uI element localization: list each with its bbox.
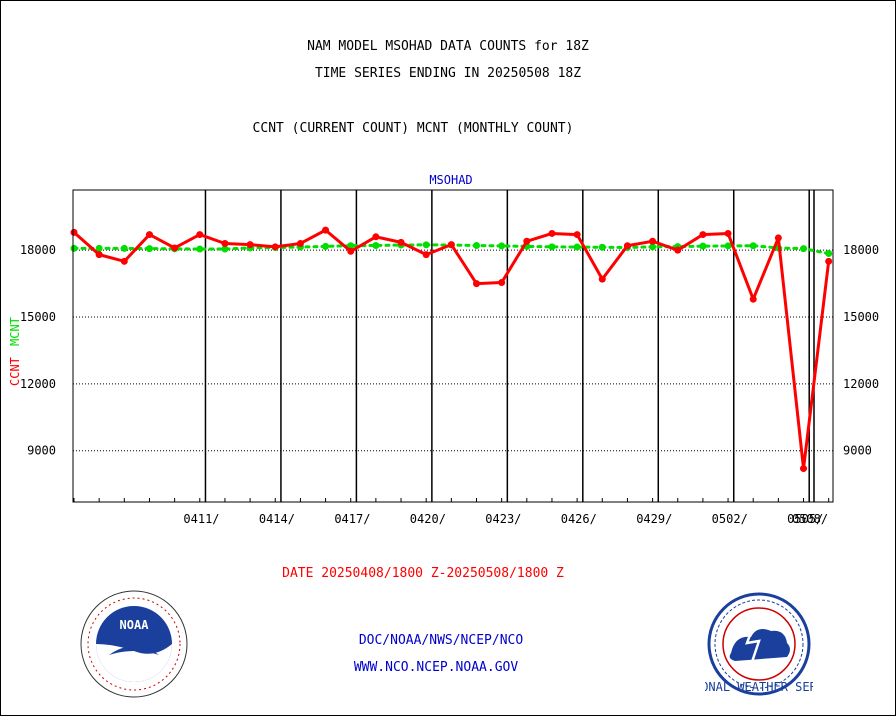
data-point-ccnt [296, 239, 304, 247]
y-tick-label-right: 9000 [843, 444, 872, 458]
plot-label: MSOHAD [429, 173, 472, 187]
data-point-ccnt [70, 228, 78, 236]
x-tick-label: 0417/ [334, 512, 370, 526]
data-point-ccnt [724, 229, 732, 237]
data-point-ccnt [397, 238, 405, 246]
chart-title-line-2: TIME SERIES ENDING IN 20250508 18Z [314, 66, 582, 81]
data-point-ccnt [523, 237, 531, 245]
data-point-mcnt [145, 245, 153, 253]
series-line-ccnt [73, 228, 831, 471]
chart-title-line-1: NAM MODEL MSOHAD DATA COUNTS for 18Z [307, 39, 589, 54]
data-point-mcnt [196, 245, 204, 253]
x-tick-label: 0429/ [636, 512, 672, 526]
data-point-ccnt [347, 247, 355, 255]
y-tick-label-right: 15000 [843, 310, 879, 324]
data-point-ccnt [422, 251, 430, 259]
data-point-ccnt [825, 257, 833, 265]
data-point-ccnt [246, 241, 254, 249]
data-point-mcnt [573, 243, 581, 251]
data-point-ccnt [749, 295, 757, 303]
nws-logo: NATIONAL WEATHER SERVICE [705, 592, 813, 696]
data-point-ccnt [699, 231, 707, 239]
data-point-mcnt [825, 250, 833, 258]
plot-border [72, 189, 834, 503]
data-point-ccnt [145, 231, 153, 239]
data-point-ccnt [447, 241, 455, 249]
data-point-ccnt [498, 278, 506, 286]
data-point-mcnt [699, 242, 707, 250]
y-axis-label-mcnt: MCNT [8, 317, 22, 346]
y-tick-label-left: 12000 [20, 377, 56, 391]
data-point-ccnt [221, 239, 229, 247]
nws-logo-text: NATIONAL WEATHER SERVICE [705, 680, 813, 694]
data-point-mcnt [649, 243, 657, 251]
data-point-ccnt [674, 246, 682, 254]
data-point-mcnt [120, 244, 128, 252]
x-tick-label: 0502/ [712, 512, 748, 526]
data-point-mcnt [800, 245, 808, 253]
data-point-mcnt [422, 241, 430, 249]
y-tick-label-left: 15000 [20, 310, 56, 324]
x-tick-label: 0508/ [792, 512, 828, 526]
noaa-logo: NOAA [80, 590, 188, 698]
data-point-mcnt [498, 242, 506, 250]
data-point-mcnt [724, 242, 732, 250]
data-point-ccnt [95, 251, 103, 259]
data-point-ccnt [472, 280, 480, 288]
data-point-mcnt [749, 242, 757, 250]
date-range-label: DATE 20250408/1800 Z-20250508/1800 Z [282, 566, 564, 581]
data-point-ccnt [800, 465, 808, 473]
footer-org-line: DOC/NOAA/NWS/NCEP/NCO [358, 633, 524, 648]
x-tick-label: 0420/ [410, 512, 446, 526]
footer-url-line: WWW.NCO.NCEP.NOAA.GOV [353, 660, 519, 675]
data-point-ccnt [649, 237, 657, 245]
data-point-ccnt [322, 226, 330, 234]
data-point-ccnt [196, 231, 204, 239]
y-tick-label-right: 18000 [843, 243, 879, 257]
data-point-ccnt [372, 233, 380, 241]
data-point-mcnt [95, 244, 103, 252]
series-layer [70, 226, 833, 473]
x-tick-label: 0423/ [485, 512, 521, 526]
data-point-ccnt [120, 257, 128, 265]
data-point-mcnt [372, 241, 380, 249]
data-point-mcnt [472, 241, 480, 249]
data-point-mcnt [347, 242, 355, 250]
x-tick-label: 0414/ [259, 512, 295, 526]
data-point-mcnt [548, 243, 556, 251]
data-point-ccnt [171, 244, 179, 252]
data-point-ccnt [623, 242, 631, 250]
y-axis-label-ccnt: CCNT [8, 357, 22, 386]
x-tick-label: 0426/ [561, 512, 597, 526]
noaa-logo-text: NOAA [120, 618, 150, 632]
y-tick-label-right: 12000 [843, 377, 879, 391]
x-tick-label: 0505/ [787, 512, 823, 526]
y-tick-label-left: 9000 [27, 444, 56, 458]
data-point-mcnt [322, 242, 330, 250]
data-point-ccnt [774, 234, 782, 242]
data-point-ccnt [548, 229, 556, 237]
data-point-mcnt [598, 243, 606, 251]
x-tick-label: 0411/ [183, 512, 219, 526]
grid-layer: 9000 9000 12000 12000 15000 15000 18000 18000 04… [20, 190, 879, 526]
chart-subtitle: CCNT (CURRENT COUNT) MCNT (MONTHLY COUNT… [252, 121, 574, 136]
data-point-mcnt [70, 244, 78, 252]
data-point-ccnt [573, 231, 581, 239]
data-point-ccnt [598, 275, 606, 283]
data-point-mcnt [221, 245, 229, 253]
data-point-ccnt [271, 243, 279, 251]
y-tick-label-left: 18000 [20, 243, 56, 257]
